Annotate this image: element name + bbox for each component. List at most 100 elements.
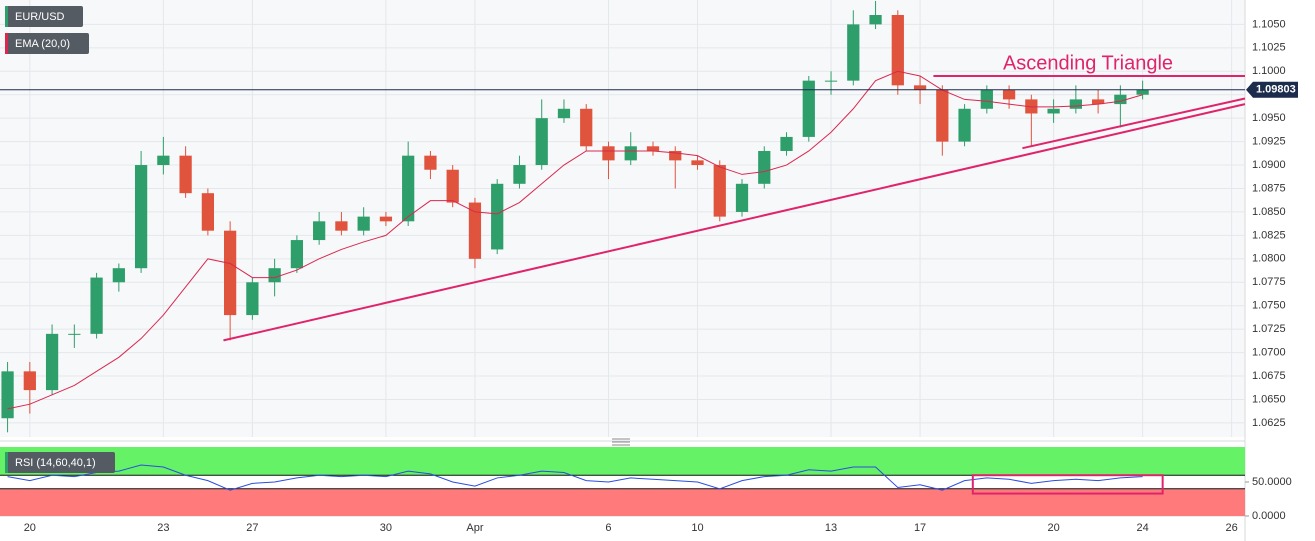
- trend-line: [223, 103, 1246, 342]
- candle-body: [112, 268, 125, 283]
- y-tick-label: 0.0000: [1252, 510, 1286, 522]
- x-tick-label: 23: [157, 522, 169, 534]
- x-tick-label: 20: [24, 522, 36, 534]
- rsi-line: [7, 464, 1143, 491]
- x-tick-label: 27: [246, 522, 258, 534]
- y-tick-label: 1.1000: [1252, 65, 1286, 77]
- y-tick-label: 1.0625: [1252, 417, 1286, 429]
- candle-body: [201, 193, 214, 231]
- x-tick-label: 24: [1136, 522, 1148, 534]
- candle-body: [246, 282, 259, 316]
- candle-body: [1, 371, 14, 419]
- candle-body: [958, 108, 971, 142]
- ema-line: [7, 70, 1143, 410]
- y-tick-label: 1.0675: [1252, 370, 1286, 382]
- candle-body: [513, 165, 526, 184]
- candle-body: [535, 118, 548, 166]
- legend-box: [5, 6, 83, 27]
- legend-box: [5, 33, 89, 54]
- legend-swatch: [5, 33, 8, 54]
- y-tick-label: 1.1025: [1252, 42, 1286, 54]
- legend-label: EMA (20,0): [15, 38, 70, 50]
- candle-body: [68, 333, 81, 335]
- x-tick-label: 10: [691, 522, 703, 534]
- candle-body: [402, 155, 415, 222]
- candle-body: [980, 90, 993, 109]
- candle-body: [157, 155, 170, 166]
- candle-body: [224, 230, 237, 316]
- candle-body: [1114, 94, 1127, 105]
- candle-body: [824, 80, 838, 82]
- candle-body: [891, 15, 904, 86]
- x-tick-label: Apr: [466, 522, 483, 534]
- x-tick-label: 26: [1226, 522, 1238, 534]
- candle-body: [1047, 108, 1060, 114]
- candle-body: [468, 202, 482, 259]
- candle-body: [869, 15, 882, 25]
- candle-body: [45, 333, 59, 391]
- candle-body: [268, 268, 281, 283]
- y-tick-label: 1.0650: [1252, 393, 1286, 405]
- y-tick-label: 1.0700: [1252, 347, 1286, 359]
- x-tick-label: 13: [825, 522, 837, 534]
- y-tick-label: 1.0750: [1252, 300, 1286, 312]
- legend-label: EUR/USD: [15, 11, 65, 23]
- candle-body: [313, 221, 326, 241]
- candle-body: [446, 169, 459, 203]
- candle-body: [847, 24, 860, 81]
- candle-body: [580, 108, 593, 147]
- divider-handle: [612, 438, 630, 446]
- candle-body: [1091, 99, 1105, 105]
- highlight-box: [971, 474, 1164, 495]
- y-tick-label: 1.0925: [1252, 136, 1286, 148]
- y-tick-label: 1.1050: [1252, 18, 1286, 30]
- annotation-text: Ascending Triangle: [1003, 52, 1173, 74]
- candle-body: [23, 371, 36, 391]
- x-tick-label: 20: [1047, 522, 1059, 534]
- candle-body: [602, 146, 615, 161]
- candle-body: [624, 146, 637, 161]
- legend-swatch: [5, 6, 8, 27]
- candle-body: [758, 150, 771, 184]
- legend-box: [5, 452, 115, 473]
- x-tick-label: 17: [914, 522, 926, 534]
- candle-body: [134, 165, 148, 269]
- candle-body: [1069, 99, 1082, 109]
- legend-swatch: [5, 452, 8, 473]
- candle-body: [1136, 90, 1149, 95]
- candle-body: [491, 183, 504, 250]
- candle-body: [290, 240, 304, 269]
- candle-body: [646, 146, 660, 151]
- candle-body: [179, 155, 192, 194]
- price-tag-label: 1.09803: [1256, 84, 1296, 96]
- trend-line: [1022, 97, 1246, 150]
- candle-body: [335, 221, 348, 231]
- upper-band: [0, 447, 1245, 476]
- y-tick-label: 1.0850: [1252, 206, 1286, 218]
- candle-body: [802, 80, 815, 137]
- candle-body: [713, 165, 726, 217]
- y-tick-label: 1.0825: [1252, 229, 1286, 241]
- y-tick-label: 1.0725: [1252, 323, 1286, 335]
- candle-body: [936, 90, 949, 142]
- candle-body: [379, 216, 393, 222]
- candle-body: [90, 277, 103, 334]
- candle-body: [913, 85, 927, 91]
- y-tick-label: 50.0000: [1252, 476, 1292, 488]
- candle-body: [424, 155, 437, 170]
- candle-body: [357, 216, 370, 231]
- y-tick-label: 1.0875: [1252, 182, 1286, 194]
- y-tick-label: 1.0775: [1252, 276, 1286, 288]
- y-tick-label: 1.0900: [1252, 159, 1286, 171]
- candle-body: [735, 183, 749, 212]
- y-tick-label: 1.0950: [1252, 112, 1286, 124]
- price-tag: [1246, 81, 1298, 98]
- candle-body: [691, 160, 704, 166]
- legend-label: RSI (14,60,40,1): [15, 457, 96, 469]
- y-tick-label: 1.0800: [1252, 253, 1286, 265]
- candle-body: [557, 108, 571, 119]
- x-tick-label: 30: [380, 522, 392, 534]
- candle-body: [669, 150, 682, 161]
- x-tick-label: 6: [605, 522, 611, 534]
